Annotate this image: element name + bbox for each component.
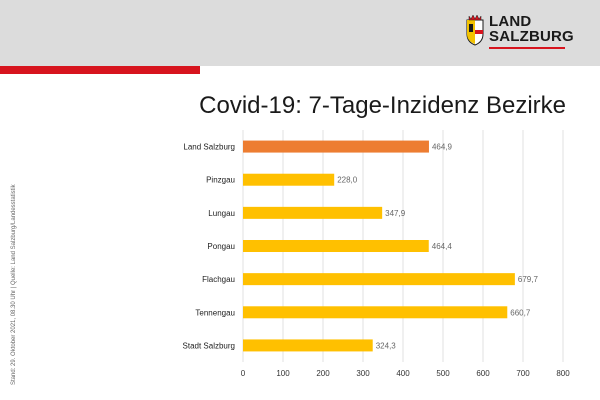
bar	[243, 206, 383, 219]
x-tick-label: 700	[516, 369, 530, 378]
category-label: Lungau	[208, 209, 235, 218]
bar	[243, 240, 429, 252]
bar	[243, 173, 335, 186]
x-tick-label: 400	[396, 369, 410, 378]
x-tick-label: 100	[276, 369, 290, 378]
category-label: Flachgau	[202, 275, 235, 284]
category-label: Land Salzburg	[183, 143, 235, 152]
land-salzburg-logo: LAND SALZBURG	[465, 14, 575, 54]
bar	[243, 339, 373, 352]
header-band	[0, 0, 600, 66]
bar	[243, 273, 515, 286]
data-label: 324,3	[376, 341, 397, 350]
crest-icon	[466, 14, 484, 46]
chart-title: Covid-19: 7-Tage-Inzidenz Bezirke	[199, 92, 566, 119]
category-label: Pongau	[207, 242, 235, 251]
bar	[243, 140, 429, 153]
x-tick-label: 500	[436, 369, 450, 378]
x-tick-label: 300	[356, 369, 370, 378]
data-label: 660,7	[510, 308, 531, 317]
data-label: 464,4	[432, 242, 453, 251]
category-label: Tennengau	[195, 308, 235, 317]
logo-line-2: SALZBURG	[489, 28, 574, 45]
bar	[243, 306, 508, 319]
accent-bar	[0, 66, 200, 74]
x-tick-label: 0	[241, 369, 246, 378]
data-label: 679,7	[518, 275, 539, 284]
logo-wordmark: LAND SALZBURG	[489, 14, 574, 44]
data-label: 228,0	[337, 176, 358, 185]
x-tick-label: 800	[556, 369, 570, 378]
logo-line-1: LAND	[489, 13, 532, 30]
logo-underline	[489, 47, 565, 49]
x-tick-label: 200	[316, 369, 330, 378]
x-tick-label: 600	[476, 369, 490, 378]
data-label: 347,9	[385, 209, 406, 218]
category-label: Pinzgau	[206, 176, 235, 185]
category-label: Stadt Salzburg	[183, 341, 235, 350]
data-label: 464,9	[432, 143, 453, 152]
